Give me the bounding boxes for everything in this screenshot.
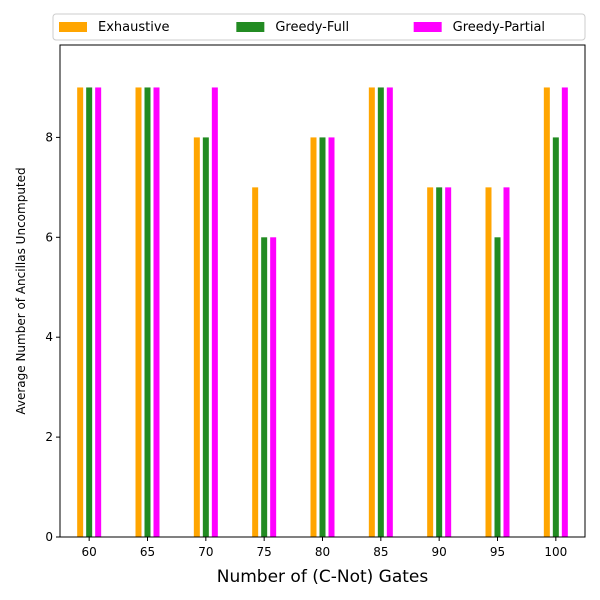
y-tick-label: 2: [45, 430, 53, 444]
legend-swatch-exhaustive: [59, 22, 87, 32]
bar-exhaustive-60: [77, 87, 84, 538]
bar-greedy-full-85: [377, 87, 384, 538]
bar-exhaustive-75: [252, 187, 259, 538]
y-tick-label: 6: [45, 230, 53, 244]
bar-greedy-partial-95: [503, 187, 510, 538]
legend-frame: [52, 13, 586, 41]
y-axis-title: Average Number of Ancillas Uncomputed: [14, 167, 28, 414]
y-tick-label: 4: [45, 330, 53, 344]
x-tick-label: 95: [490, 545, 505, 559]
legend-label-exhaustive: Exhaustive: [98, 20, 170, 35]
x-tick-label: 65: [140, 545, 155, 559]
x-tick-label: 70: [198, 545, 213, 559]
bar-greedy-partial-90: [445, 187, 452, 538]
legend-swatch-greedy-full: [236, 22, 265, 32]
bar-greedy-partial-75: [270, 237, 277, 538]
x-tick-label: 75: [257, 545, 272, 559]
bar-greedy-full-60: [86, 87, 93, 538]
bar-exhaustive-90: [427, 187, 434, 538]
bar-exhaustive-80: [310, 137, 317, 537]
bar-greedy-full-75: [261, 237, 268, 538]
x-axis-title: Number of (C-Not) Gates: [217, 567, 429, 587]
bar-greedy-partial-65: [153, 87, 160, 538]
x-tick-label: 80: [315, 545, 330, 559]
bar-greedy-partial-70: [211, 87, 218, 538]
x-tick-label: 60: [82, 545, 97, 559]
bar-greedy-partial-100: [561, 87, 568, 538]
bars: [77, 87, 568, 538]
x-tick-label: 85: [373, 545, 388, 559]
x-tick-label: 100: [544, 545, 567, 559]
bar-greedy-full-95: [494, 237, 501, 538]
bar-greedy-full-90: [436, 187, 443, 538]
legend-label-greedy-partial: Greedy-Partial: [453, 20, 545, 35]
bar-exhaustive-85: [368, 87, 375, 538]
y-tick-label: 8: [45, 130, 53, 144]
bar-exhaustive-65: [135, 87, 142, 538]
legend-label-greedy-full: Greedy-Full: [275, 20, 349, 35]
bar-greedy-full-80: [319, 137, 326, 537]
bar-exhaustive-70: [193, 137, 200, 537]
bar-greedy-partial-80: [328, 137, 335, 537]
y-tick-label: 0: [45, 530, 53, 544]
x-axis-ticks: 60 65 70 75 80 85 90 95 100: [82, 537, 567, 559]
legend: Exhaustive Greedy-Full Greedy-Partial: [52, 13, 586, 41]
bar-greedy-full-65: [144, 87, 151, 538]
bar-exhaustive-100: [543, 87, 550, 538]
y-axis-ticks: 0 2 4 6 8: [45, 130, 60, 544]
bar-greedy-partial-60: [95, 87, 102, 538]
bar-greedy-full-100: [552, 137, 559, 537]
x-tick-label: 90: [432, 545, 447, 559]
legend-swatch-greedy-partial: [413, 22, 442, 32]
bar-greedy-full-70: [202, 137, 209, 537]
bar-greedy-partial-85: [386, 87, 393, 538]
plot-frame: [59, 44, 586, 538]
bar-exhaustive-95: [485, 187, 492, 538]
